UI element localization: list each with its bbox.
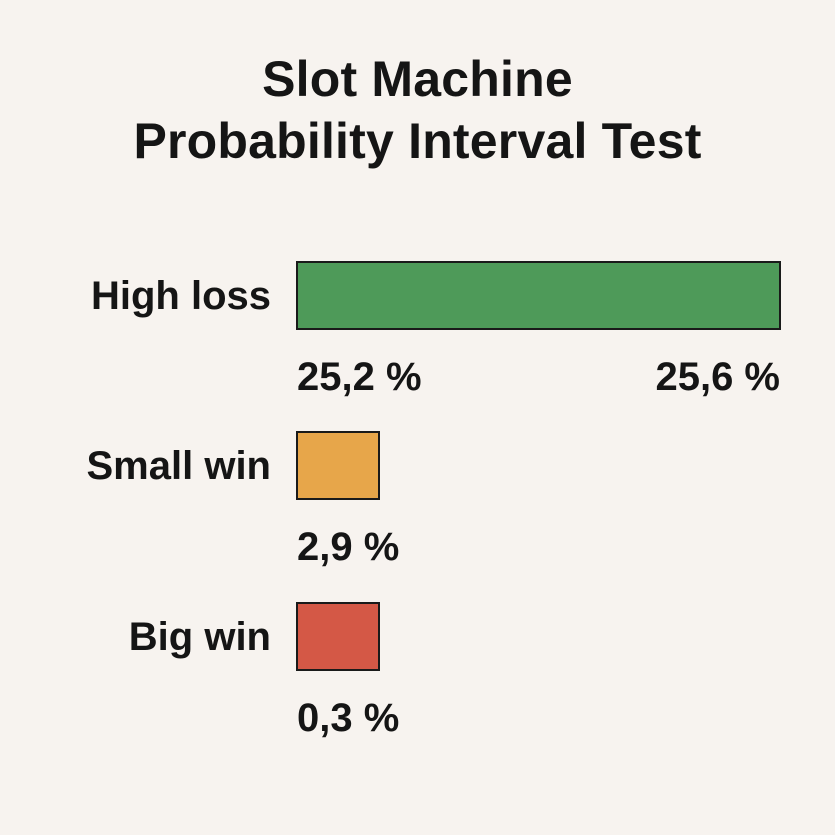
value-label-big-win: 0,3 % (297, 696, 399, 740)
chart-title-line-2: Probability Interval Test (133, 113, 702, 169)
category-label-small-win: Small win (87, 444, 272, 488)
bar-high-loss (296, 261, 781, 330)
category-label-big-win: Big win (129, 615, 271, 659)
upper-bound-label-high-loss: 25,6 % (655, 355, 780, 399)
chart-title-line-1: Slot Machine (262, 51, 573, 107)
bar-small-win (296, 431, 380, 500)
value-label-high-loss: 25,2 % (297, 355, 422, 399)
chart-title: Slot Machine Probability Interval Test (0, 48, 835, 172)
category-label-high-loss: High loss (91, 274, 271, 318)
bar-big-win (296, 602, 380, 671)
value-label-small-win: 2,9 % (297, 525, 399, 569)
